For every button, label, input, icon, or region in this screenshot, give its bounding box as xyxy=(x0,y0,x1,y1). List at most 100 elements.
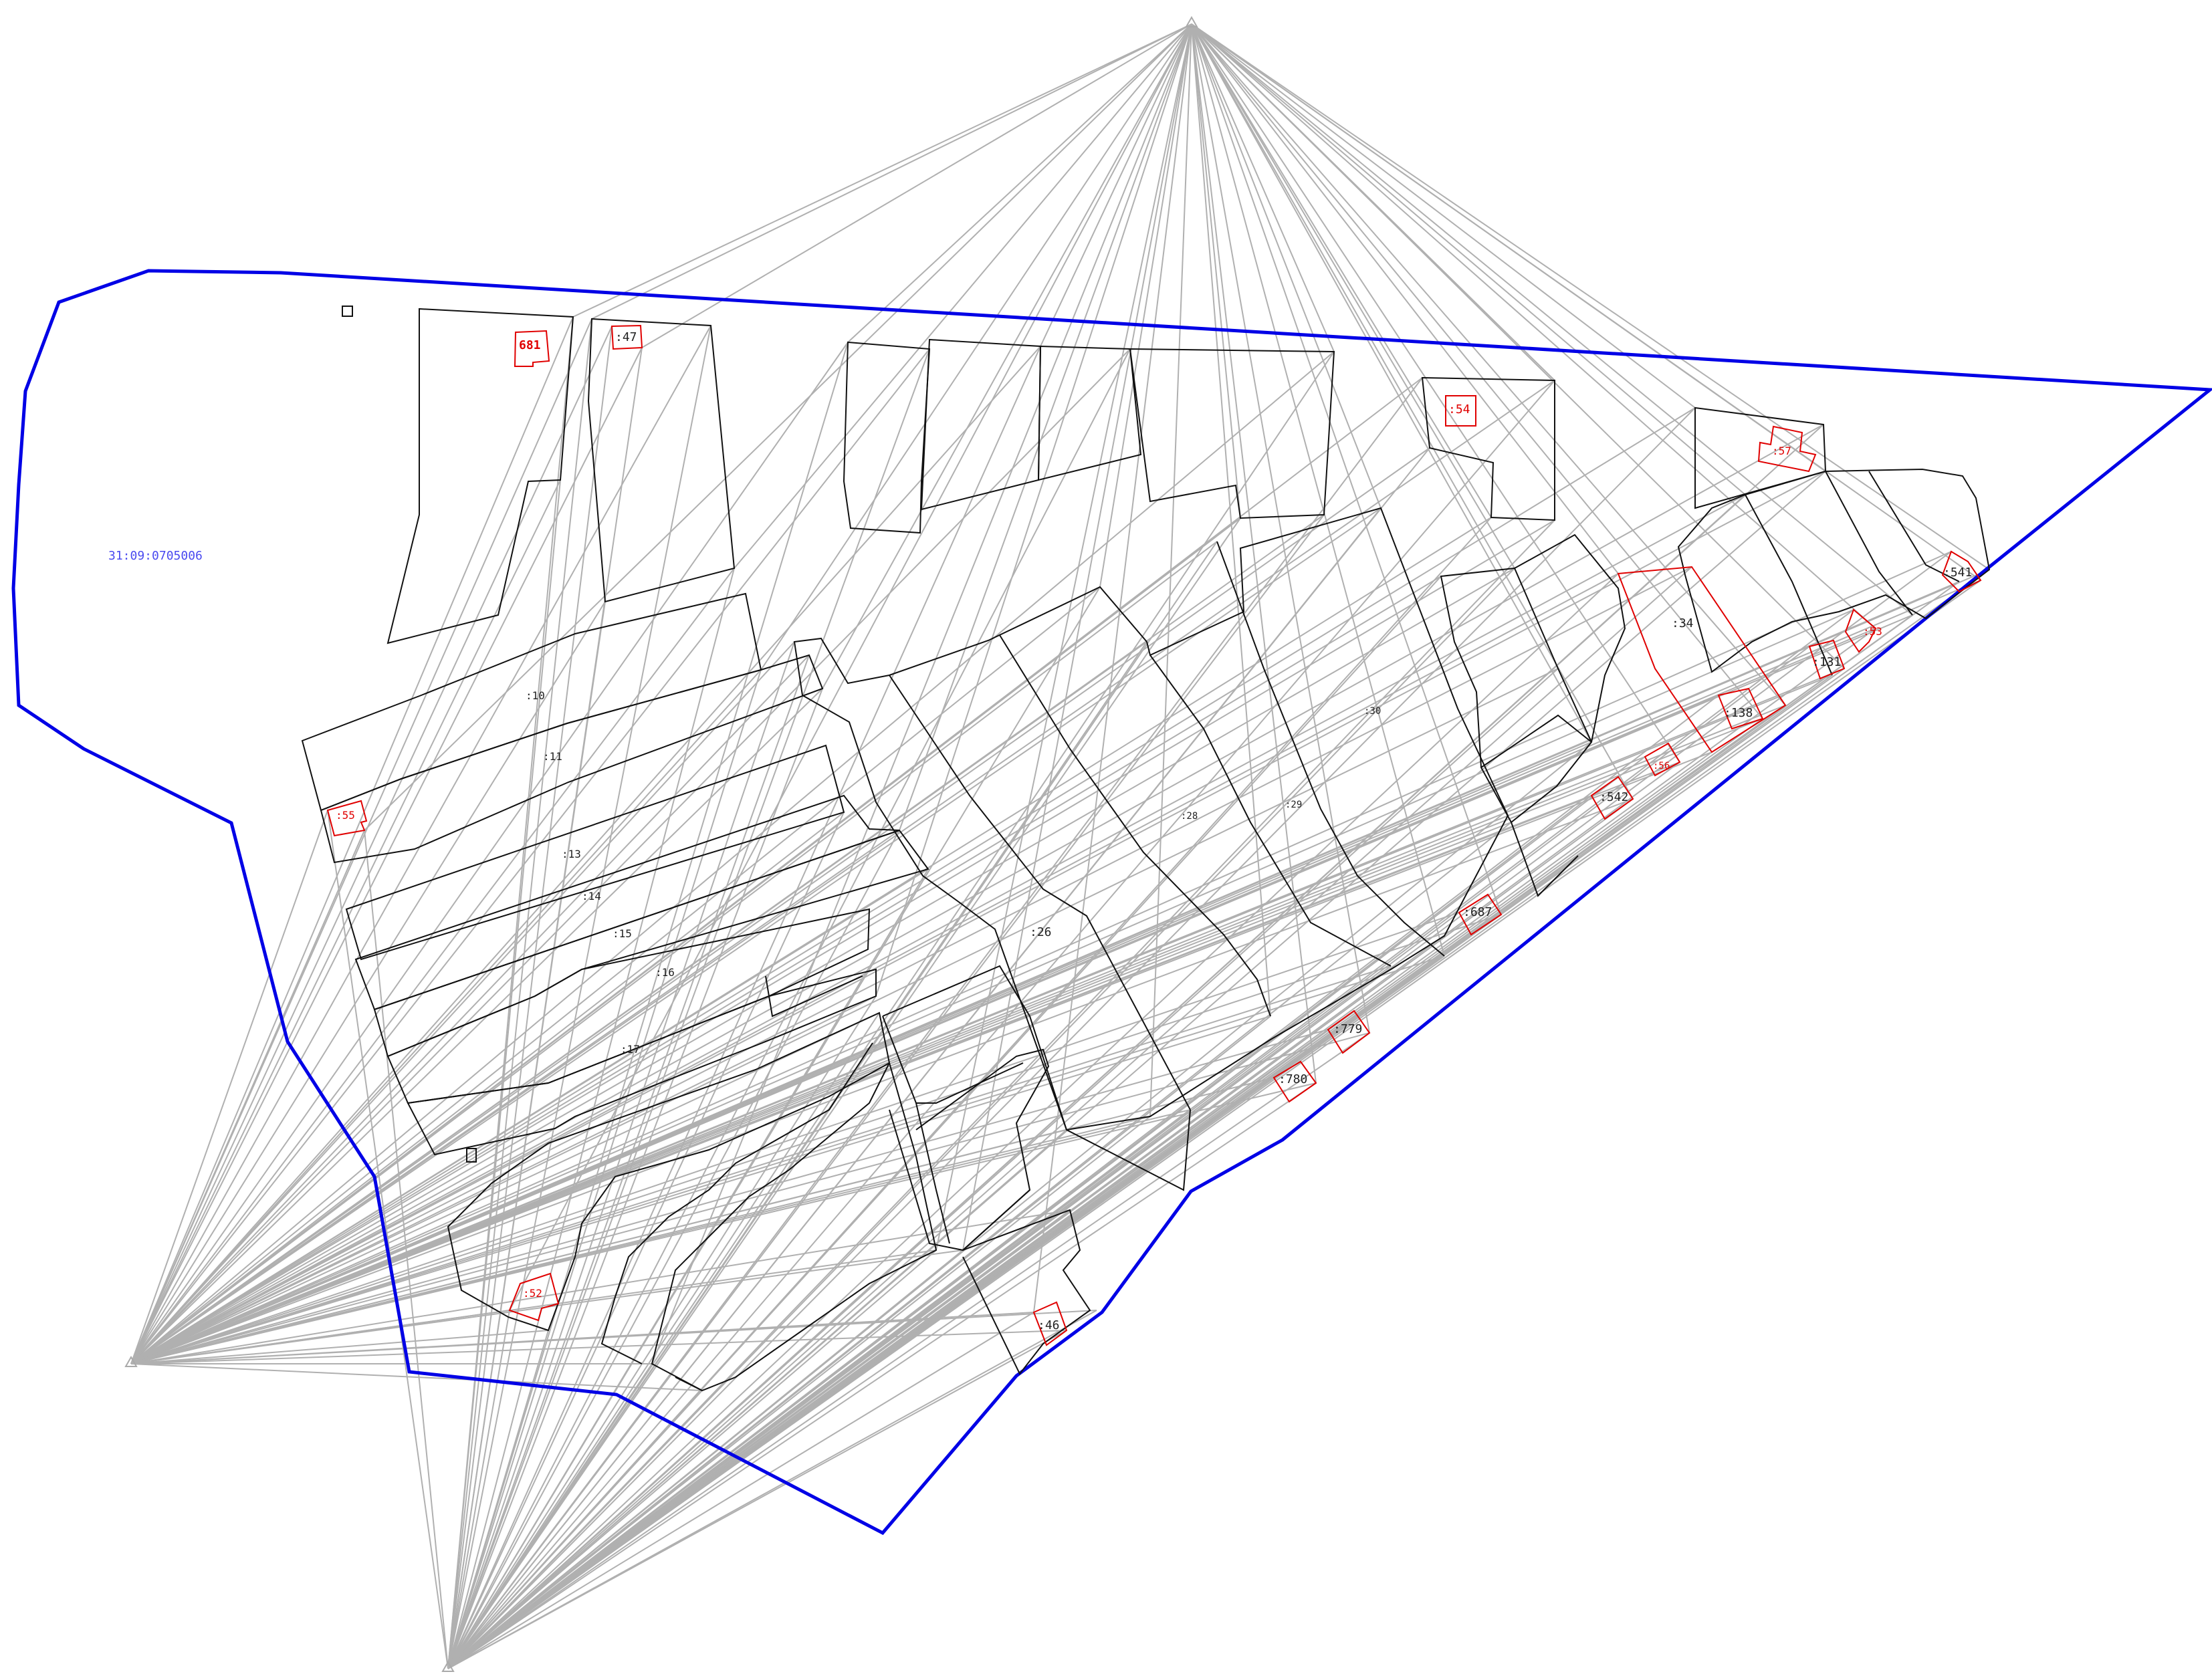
sight-line xyxy=(447,1082,1317,1669)
building-label: :687 xyxy=(1463,905,1492,919)
sight-line xyxy=(447,995,877,1669)
sight-line xyxy=(130,1363,703,1391)
sight-line xyxy=(447,955,1445,1669)
sight-line xyxy=(130,669,762,1364)
sight-line xyxy=(130,380,1555,1364)
sight-line xyxy=(935,23,1192,1251)
sight-line xyxy=(1191,23,1335,352)
cadastral-block-boundary xyxy=(11,269,2212,1536)
building-label: :779 xyxy=(1333,1022,1362,1036)
sight-line xyxy=(447,1330,1067,1669)
sight-line xyxy=(130,955,1445,1364)
buildings xyxy=(326,324,1982,1346)
sight-line xyxy=(130,609,1854,1364)
sight-line xyxy=(1191,23,1619,574)
parcel-label: :14 xyxy=(582,890,601,903)
sight-line xyxy=(130,568,1515,1364)
block-label: 31:09:0705006 xyxy=(108,549,203,563)
building-label: 681 xyxy=(519,338,541,352)
sight-line xyxy=(130,601,606,1364)
sight-line xyxy=(447,568,735,1669)
building-label: :131 xyxy=(1812,655,1841,669)
sight-line xyxy=(447,1032,1370,1669)
sight-line xyxy=(130,646,1810,1364)
sight-line xyxy=(130,407,1696,1364)
building xyxy=(1590,775,1634,820)
sight-line xyxy=(447,669,762,1669)
sight-line xyxy=(447,407,1696,1669)
sight-line xyxy=(447,507,1381,1669)
parcel xyxy=(1129,348,1335,519)
sight-line xyxy=(130,1032,1370,1364)
sight-line xyxy=(962,23,1192,1251)
building xyxy=(1445,395,1476,427)
parcel-label: :34 xyxy=(1672,616,1694,630)
parcel xyxy=(466,1148,477,1163)
sight-line xyxy=(447,568,1515,1669)
sight-line xyxy=(130,914,1502,1364)
sight-line xyxy=(130,1330,1067,1364)
parcel xyxy=(447,1011,891,1332)
land-parcels xyxy=(301,306,1991,1392)
building xyxy=(1327,1009,1371,1054)
parcel-label: :30 xyxy=(1364,706,1381,717)
parcel-label: :29 xyxy=(1285,800,1302,810)
sight-line xyxy=(130,519,1555,1364)
sight-line xyxy=(447,1129,1067,1669)
sight-line xyxy=(447,1312,1034,1669)
building xyxy=(1458,893,1503,936)
parcel xyxy=(962,1209,1091,1375)
sight-line xyxy=(130,695,1719,1364)
sight-line xyxy=(447,346,1041,1669)
sight-line xyxy=(130,1012,880,1364)
sight-line xyxy=(130,325,711,1364)
parcel xyxy=(675,1062,937,1392)
sight-line xyxy=(1191,23,1763,719)
sight-line xyxy=(447,580,1981,1669)
sight-line xyxy=(1040,23,1192,347)
sight-line xyxy=(327,810,449,1669)
sight-line xyxy=(447,586,1101,1669)
sight-line xyxy=(447,641,795,1669)
sight-line xyxy=(1191,23,1913,616)
sight-line xyxy=(447,1390,703,1669)
sight-line xyxy=(130,756,1646,1364)
sight-line xyxy=(760,23,1192,671)
sight-line xyxy=(822,23,1192,689)
sight-line xyxy=(130,507,1381,1364)
sight-line xyxy=(130,568,735,1364)
sight-line xyxy=(130,471,1826,1364)
parcel xyxy=(1421,376,1555,521)
sight-line xyxy=(447,1109,1191,1669)
parcel xyxy=(889,1109,1030,1251)
sight-line xyxy=(1191,23,1746,495)
sight-line xyxy=(899,23,1192,831)
sight-line xyxy=(1191,23,1515,569)
sight-line xyxy=(130,566,1692,1364)
sight-line xyxy=(364,23,1192,831)
sight-line xyxy=(1191,23,1634,800)
parcel xyxy=(587,318,736,603)
sight-line xyxy=(130,1209,1071,1364)
parcel-label: :15 xyxy=(613,927,632,940)
sight-line xyxy=(509,23,1192,1311)
sight-line xyxy=(130,795,1592,1364)
sight-line xyxy=(572,23,1192,318)
sight-line xyxy=(1191,23,1990,570)
parcel xyxy=(1037,345,1142,481)
parcel xyxy=(354,794,900,1011)
sight-line xyxy=(130,718,1763,1364)
sight-line xyxy=(130,810,328,1364)
parcel-label: :10 xyxy=(526,689,545,702)
sight-line xyxy=(447,573,1619,1669)
sight-line xyxy=(447,517,1241,1669)
parcel xyxy=(915,1102,950,1244)
sight-line xyxy=(734,23,1192,569)
building-label: :54 xyxy=(1448,402,1470,416)
sight-line xyxy=(447,795,1592,1669)
sight-line xyxy=(447,348,930,1669)
sight-line xyxy=(591,23,1192,320)
building-label: :56 xyxy=(1653,761,1670,771)
sight-line xyxy=(447,1249,964,1669)
